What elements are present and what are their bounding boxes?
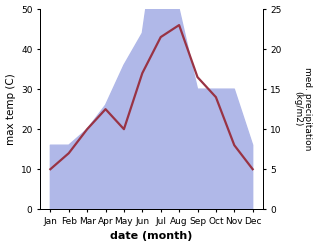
Y-axis label: med. precipitation
(kg/m2): med. precipitation (kg/m2)	[293, 67, 313, 151]
Y-axis label: max temp (C): max temp (C)	[5, 73, 16, 145]
X-axis label: date (month): date (month)	[110, 231, 193, 242]
